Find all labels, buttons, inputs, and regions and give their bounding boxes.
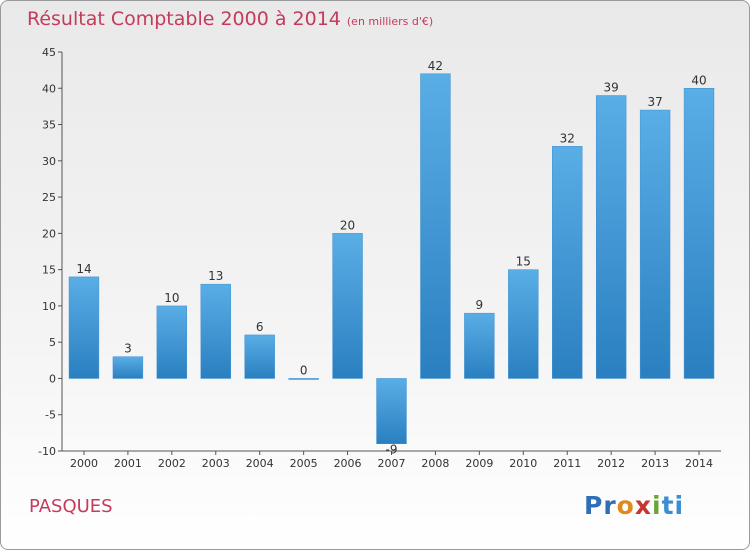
x-tick-label: 2003 xyxy=(202,457,230,470)
proxiti-logo[interactable]: Proxiti xyxy=(584,491,684,520)
data-label: 13 xyxy=(208,269,223,283)
bar xyxy=(508,269,539,379)
x-tick-label: 2006 xyxy=(334,457,362,470)
bar xyxy=(68,276,100,379)
x-tick-label: 2005 xyxy=(290,457,318,470)
bar xyxy=(639,109,671,379)
x-tick-label: 2001 xyxy=(114,457,142,470)
y-tick-label: 5 xyxy=(49,336,56,349)
logo-part-4: i xyxy=(651,491,662,520)
bar xyxy=(552,146,583,379)
x-tick-label: 2000 xyxy=(70,457,98,470)
x-tick-label: 2002 xyxy=(158,457,186,470)
data-label: 40 xyxy=(691,73,706,87)
x-tick-label: 2007 xyxy=(378,457,406,470)
y-tick-label: 40 xyxy=(42,82,56,95)
y-tick-label: 0 xyxy=(49,372,56,385)
data-label: 37 xyxy=(647,95,662,109)
logo-part-2: o xyxy=(616,491,635,520)
bar xyxy=(464,312,495,379)
y-tick-label: -5 xyxy=(45,409,56,422)
data-label: 14 xyxy=(76,262,91,276)
x-tick-label: 2004 xyxy=(246,457,274,470)
x-tick-label: 2014 xyxy=(685,457,713,470)
bar xyxy=(288,378,319,380)
x-tick-label: 2011 xyxy=(553,457,581,470)
y-tick-label: 45 xyxy=(42,46,56,59)
bar xyxy=(156,305,188,379)
bar xyxy=(420,73,451,379)
y-tick-label: 35 xyxy=(42,119,56,132)
y-tick-label: 10 xyxy=(42,300,56,313)
data-label: 9 xyxy=(476,298,484,312)
chart-title-text: Résultat Comptable 2000 à 2014 xyxy=(27,8,341,30)
bar xyxy=(332,233,363,379)
data-label: 10 xyxy=(164,291,179,305)
data-label: 20 xyxy=(340,218,355,232)
data-label: 32 xyxy=(560,131,575,145)
commune-name: PASQUES xyxy=(29,496,113,517)
logo-part-5: ti xyxy=(661,491,685,520)
bar xyxy=(683,88,715,379)
y-tick-label: 30 xyxy=(42,155,56,168)
y-tick-label: 15 xyxy=(42,264,56,277)
y-tick-label: 25 xyxy=(42,191,56,204)
bar xyxy=(200,283,231,379)
data-label: 15 xyxy=(516,255,531,269)
bar xyxy=(244,334,275,379)
bar xyxy=(112,356,144,379)
x-tick-label: 2008 xyxy=(421,457,449,470)
data-label: 6 xyxy=(256,320,264,334)
x-tick-label: 2009 xyxy=(465,457,493,470)
x-tick-label: 2013 xyxy=(641,457,669,470)
data-label: 39 xyxy=(604,81,619,95)
x-tick-label: 2012 xyxy=(597,457,625,470)
data-label: -9 xyxy=(386,443,398,457)
chart-subtitle: (en milliers d'€) xyxy=(346,15,434,28)
bar xyxy=(595,95,627,379)
data-label: 3 xyxy=(124,342,132,356)
x-tick-label: 2010 xyxy=(509,457,537,470)
logo-part-1: Pr xyxy=(584,491,617,520)
y-tick-label: 20 xyxy=(42,227,56,240)
logo-part-3: x xyxy=(634,491,652,520)
y-tick-label: -10 xyxy=(38,445,56,458)
bar xyxy=(376,378,407,444)
data-label: 0 xyxy=(300,363,308,377)
chart-title: Résultat Comptable 2000 à 2014 (en millie… xyxy=(27,8,433,30)
data-label: 42 xyxy=(428,59,443,73)
